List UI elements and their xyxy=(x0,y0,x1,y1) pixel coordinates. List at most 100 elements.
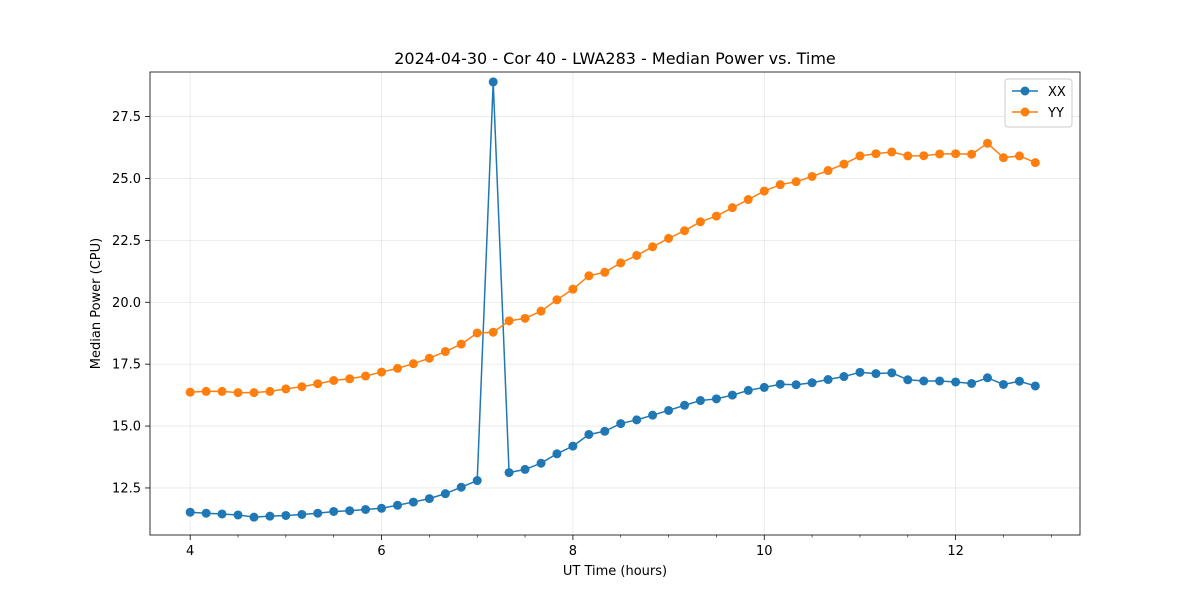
data-point-yy xyxy=(472,328,482,338)
data-point-xx xyxy=(329,506,339,516)
data-point-xx xyxy=(648,410,658,420)
y-tick-label: 20.0 xyxy=(112,296,141,311)
y-tick-label: 25.0 xyxy=(112,172,141,187)
data-point-xx xyxy=(568,441,578,451)
data-point-yy xyxy=(345,374,355,384)
y-tick-label: 15.0 xyxy=(112,420,141,435)
data-point-yy xyxy=(393,363,403,373)
plot-frame xyxy=(149,71,1081,536)
data-point-yy xyxy=(951,149,961,159)
data-point-yy xyxy=(504,316,514,326)
data-point-yy xyxy=(648,242,658,252)
x-gridlines xyxy=(189,72,957,535)
data-point-yy xyxy=(695,217,705,227)
data-point-xx xyxy=(791,380,801,390)
data-point-yy xyxy=(297,382,307,392)
data-point-yy xyxy=(967,149,977,159)
data-point-xx xyxy=(345,506,355,516)
x-tick-label: 6 xyxy=(377,544,385,559)
data-point-xx xyxy=(664,405,674,415)
x-tick-label: 8 xyxy=(569,544,577,559)
data-point-yy xyxy=(727,203,737,213)
data-point-yy xyxy=(759,186,769,196)
legend-label-xx: XX xyxy=(1048,85,1066,100)
data-point-yy xyxy=(217,386,227,396)
data-point-yy xyxy=(664,233,674,243)
y-axis-label: Median Power (CPU) xyxy=(89,238,104,369)
legend: XX YY xyxy=(1004,78,1073,128)
data-point-xx xyxy=(998,379,1008,389)
data-point-xx xyxy=(265,511,275,521)
data-point-yy xyxy=(855,151,865,161)
y-tick-label: 17.5 xyxy=(112,358,141,373)
data-point-yy xyxy=(791,177,801,187)
data-point-xx xyxy=(743,385,753,395)
data-point-xx xyxy=(680,400,690,410)
data-point-yy xyxy=(1014,151,1024,161)
data-point-yy xyxy=(743,195,753,205)
data-point-xx xyxy=(871,369,881,379)
data-point-yy xyxy=(408,359,418,369)
data-point-xx xyxy=(488,77,498,87)
legend-marker-xx xyxy=(1020,86,1030,96)
data-point-yy xyxy=(488,327,498,337)
data-point-xx xyxy=(887,368,897,378)
data-point-xx xyxy=(281,510,291,520)
data-point-xx xyxy=(233,510,243,520)
data-point-yy xyxy=(775,180,785,190)
y-tick-label: 27.5 xyxy=(112,110,141,125)
data-point-xx xyxy=(377,503,387,513)
data-point-xx xyxy=(1030,381,1040,391)
x-tick-label: 4 xyxy=(186,544,194,559)
data-point-yy xyxy=(616,258,626,268)
data-point-yy xyxy=(1030,158,1040,168)
x-tick-label: 12 xyxy=(947,544,964,559)
data-point-xx xyxy=(839,372,849,382)
data-point-xx xyxy=(695,396,705,406)
data-point-yy xyxy=(998,153,1008,163)
data-point-yy xyxy=(361,371,371,381)
chart-title: 2024-04-30 - Cor 40 - LWA283 - Median Po… xyxy=(394,49,836,68)
data-point-yy xyxy=(313,379,323,389)
data-point-yy xyxy=(265,386,275,396)
series-yy xyxy=(185,138,1040,398)
data-point-xx xyxy=(456,482,466,492)
y-tick-label: 12.5 xyxy=(112,481,141,496)
data-point-yy xyxy=(456,339,466,349)
data-point-xx xyxy=(711,394,721,404)
data-point-xx xyxy=(951,377,961,387)
data-point-yy xyxy=(281,384,291,394)
data-point-xx xyxy=(472,476,482,486)
data-point-yy xyxy=(520,313,530,323)
data-point-xx xyxy=(759,382,769,392)
series-xx xyxy=(185,77,1040,522)
data-point-xx xyxy=(903,375,913,385)
x-axis-label: UT Time (hours) xyxy=(563,564,667,579)
data-point-xx xyxy=(775,379,785,389)
data-point-xx xyxy=(393,500,403,510)
data-point-xx xyxy=(536,458,546,468)
data-point-xx xyxy=(424,494,434,504)
y-tick-label: 22.5 xyxy=(112,234,141,249)
data-point-yy xyxy=(680,226,690,236)
data-point-yy xyxy=(600,267,610,277)
data-point-xx xyxy=(727,390,737,400)
y-gridlines xyxy=(150,116,1080,489)
data-point-xx xyxy=(1014,376,1024,386)
data-point-xx xyxy=(440,489,450,499)
series-line-yy xyxy=(190,142,1036,394)
data-point-xx xyxy=(552,449,562,459)
data-point-yy xyxy=(185,387,195,397)
data-point-yy xyxy=(249,388,259,398)
data-point-yy xyxy=(935,149,945,159)
legend-marker-yy xyxy=(1020,107,1030,117)
series-layer xyxy=(185,77,1040,522)
x-axis-ticks: 4 6 8 10 12 xyxy=(186,535,1052,559)
data-point-xx xyxy=(982,373,992,383)
data-point-xx xyxy=(313,508,323,518)
data-point-xx xyxy=(361,505,371,514)
data-point-xx xyxy=(217,509,227,519)
data-point-xx xyxy=(855,367,865,377)
data-point-xx xyxy=(807,378,817,388)
data-point-yy xyxy=(424,353,434,363)
